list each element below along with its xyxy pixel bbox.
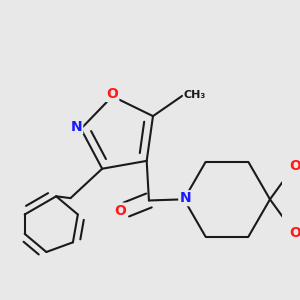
- Text: O: O: [289, 159, 300, 173]
- Text: O: O: [115, 204, 127, 218]
- Text: N: N: [70, 120, 82, 134]
- Text: N: N: [179, 191, 191, 205]
- Text: O: O: [289, 226, 300, 240]
- Text: O: O: [106, 87, 118, 101]
- Text: CH₃: CH₃: [184, 90, 206, 100]
